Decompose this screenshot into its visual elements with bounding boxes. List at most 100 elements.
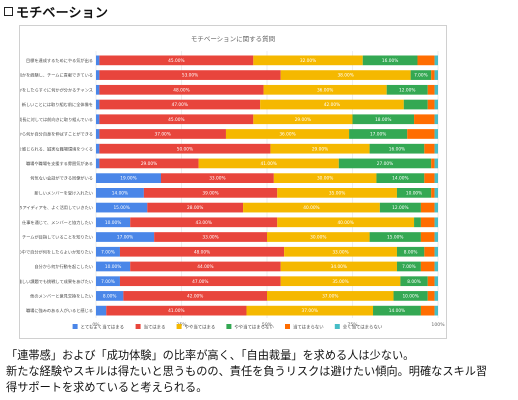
bar-segment (99, 143, 271, 154)
bar-segment (349, 129, 408, 139)
bar-segment (96, 188, 144, 198)
bar-segment (96, 99, 100, 110)
x-axis-ticks: 0% 25% 50% 75% 100% (92, 322, 445, 328)
bar-segment (267, 232, 370, 242)
data-label: 29.00% (312, 146, 328, 152)
data-label: 33.00% (332, 249, 348, 255)
category-label: いまの仕事から何か自分自身を伸ばすことができる (20, 131, 93, 138)
data-label: 7.00% (101, 279, 115, 285)
bar-segment (414, 114, 435, 125)
bar-segment (369, 232, 421, 242)
chart-frame: モチベーションに関する質問 45.00% 32.00% 16.00% 53.00% 38… (19, 25, 447, 339)
category-label: 職場や職場を支援する雰囲気がある (26, 160, 93, 167)
category-label: 成長に対しては前向きに取り組んでいる (20, 116, 93, 123)
category-label: 何気ない会話ができる同僚がいる (30, 175, 93, 182)
bar-segment (420, 202, 435, 213)
bar-segment (424, 143, 435, 154)
bar-segment (376, 173, 425, 183)
data-label: 29.00% (295, 117, 311, 123)
data-label: 7.00% (414, 73, 428, 79)
bar-segment (434, 305, 438, 316)
category-label: 充実を感じられる、誠実な職場環境をつくる (20, 145, 93, 152)
data-label: 10.00% (105, 264, 121, 270)
bar-segment (99, 84, 264, 95)
legend-label: 全く当てはまらない (343, 324, 383, 331)
data-label: 17.00% (370, 132, 386, 138)
bar-segment (99, 99, 261, 110)
bar-segment (147, 202, 244, 213)
data-label: 41.00% (261, 161, 277, 167)
bar-segment (99, 55, 254, 66)
bar-segment (96, 84, 100, 95)
bar-segment (427, 291, 435, 301)
category-label: 仕事を通じて、メンバーと協力したい (22, 219, 93, 226)
bar-segment (396, 188, 432, 198)
data-label: 14.00% (392, 176, 408, 182)
bar-segment (99, 70, 281, 80)
bar-segment (434, 84, 438, 95)
bar-segment (119, 276, 281, 287)
bar-segment (277, 188, 397, 198)
bar-segment (434, 114, 438, 125)
bar-segment (410, 70, 432, 80)
bar-segment (263, 84, 387, 95)
category-label: 難しい課題でも挑戦して成果をあげたい (20, 278, 93, 285)
data-label: 37.00% (154, 132, 170, 138)
bar-segment (434, 99, 438, 110)
bar-segment (420, 261, 435, 272)
bar-segment (434, 217, 438, 228)
data-label: 32.00% (300, 58, 316, 64)
data-label: 10.00% (402, 294, 418, 300)
data-label: 12.00% (399, 87, 415, 93)
category-label: 何かをしたらすぐに何かが分かるチャンス (20, 86, 93, 93)
bar-segment (96, 276, 120, 287)
bar-segment (369, 143, 425, 154)
data-label: 47.00% (192, 279, 208, 285)
bar-segment (99, 158, 199, 169)
chart-gridlines (95, 51, 439, 318)
category-label: 新しいことには取り組む前に全体像を (22, 101, 93, 108)
bar-segment (434, 129, 438, 139)
bar-segment (96, 129, 100, 139)
x-tick-label: 75% (347, 322, 358, 328)
bar-segment (393, 291, 428, 301)
data-label: 33.00% (202, 235, 218, 241)
data-label: 15.00% (113, 205, 129, 211)
bar-segment (280, 70, 411, 80)
bar-segment (431, 70, 435, 80)
data-label: 10.00% (406, 190, 422, 196)
page-title-text: モチベーション (16, 6, 109, 21)
bar-segment (160, 173, 274, 183)
chart-bars: 45.00% 32.00% 16.00% 53.00% 38.00% 7.00% 48.00… (96, 55, 438, 316)
bar-segment (420, 232, 435, 242)
data-label: 7.00% (402, 264, 416, 270)
data-label: 14.00% (389, 308, 405, 314)
data-label: 8.00% (407, 279, 421, 285)
legend-label: やや当てはまる (185, 324, 216, 331)
data-label: 16.00% (389, 146, 405, 152)
bar-segment (434, 291, 438, 301)
data-label: 33.00% (209, 176, 225, 182)
data-label: 44.00% (197, 264, 213, 270)
bar-segment (96, 232, 155, 242)
bar-segment (96, 55, 100, 66)
data-label: 18.00% (375, 117, 391, 123)
data-label: 8.00% (404, 249, 418, 255)
bar-segment (434, 276, 438, 287)
bar-segment (434, 70, 438, 80)
summary-text: 「連帯感」および「成功体験」の比率が高く、「自由裁量」を求める人は少ない。 新た… (6, 348, 514, 396)
data-label: 35.00% (329, 190, 345, 196)
bar-segment (434, 188, 438, 198)
category-label: チームの中で自分が何をしたらよいか知りたい (20, 248, 93, 255)
category-label: 他のメンバーと意見交換をしたい (30, 293, 93, 300)
data-label: 39.00% (202, 190, 218, 196)
bar-segment (403, 99, 428, 110)
bar-segment (407, 129, 435, 139)
data-label: 38.00% (337, 73, 353, 79)
bar-segment (417, 55, 435, 66)
bar-segment (434, 261, 438, 272)
data-label: 17.00% (117, 235, 133, 241)
x-tick-label: 25% (176, 322, 187, 328)
legend-swatch (226, 324, 232, 329)
bar-segment (99, 114, 254, 125)
